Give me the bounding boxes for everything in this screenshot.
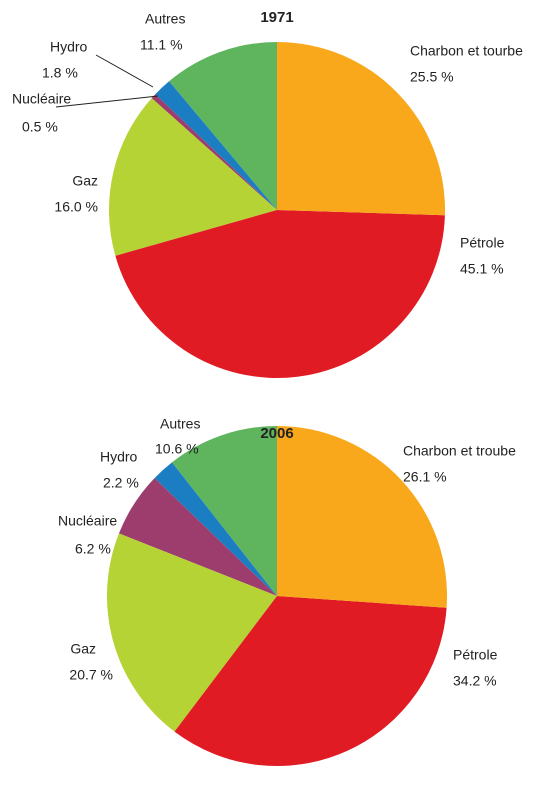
pie-slice (115, 210, 445, 378)
chart-title: 1971 (260, 9, 293, 26)
slice-value: 25.5 % (410, 69, 454, 85)
slice-value: 1.8 % (42, 65, 78, 81)
slice-label: Nucléaire (58, 513, 117, 529)
pie-slice (108, 98, 277, 256)
slice-label: Hydro (100, 449, 138, 465)
slice-label: Hydro (50, 39, 88, 55)
pie-slice (106, 533, 277, 732)
pie-slice (169, 42, 277, 210)
slice-value: 0.5 % (22, 119, 58, 135)
slice-label: Autres (145, 11, 185, 27)
pie-slice (277, 42, 446, 216)
chart-title: 2006 (260, 425, 293, 442)
slice-label: Pétrole (460, 235, 505, 251)
slice-label: Nucléaire (12, 91, 71, 107)
pie-slice (151, 94, 277, 210)
pie-slice (277, 426, 447, 608)
pie-slice (171, 426, 277, 596)
slice-value: 10.6 % (155, 441, 199, 457)
slice-value: 11.1 % (140, 37, 183, 53)
slice-value: 6.2 % (75, 541, 111, 557)
pie-slice (118, 478, 278, 596)
leader-line (95, 54, 154, 88)
pie-slice (154, 462, 277, 596)
slice-label: Charbon et troube (403, 443, 516, 459)
slice-value: 16.0 % (54, 199, 98, 215)
slice-label: Charbon et tourbe (410, 43, 523, 59)
pie-slice (174, 596, 447, 766)
slice-value: 45.1 % (460, 261, 504, 277)
leader-line (55, 95, 159, 108)
slice-value: 26.1 % (403, 469, 447, 485)
slice-label: Autres (160, 416, 200, 432)
slice-value: 34.2 % (453, 673, 497, 689)
slice-value: 20.7 % (69, 667, 113, 683)
slice-label: Gaz (72, 173, 98, 189)
slice-value: 2.2 % (103, 475, 139, 491)
slice-label: Pétrole (453, 647, 498, 663)
slice-label: Gaz (70, 641, 96, 657)
pie-slice (155, 81, 277, 210)
